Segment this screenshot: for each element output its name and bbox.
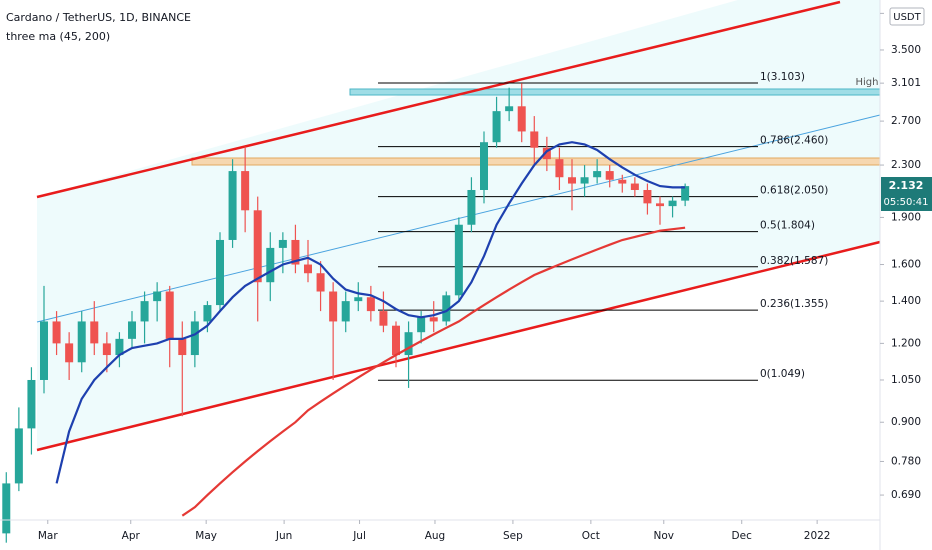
candle-body <box>253 210 262 283</box>
moving-average <box>55 141 686 484</box>
candle-body <box>14 428 23 484</box>
candle-body <box>480 142 488 190</box>
y-tick-label: 3.101 <box>891 77 921 89</box>
fib-label: 0.5(1.804) <box>760 220 815 232</box>
x-tick-label: Jun <box>275 530 292 542</box>
candle-body <box>165 291 174 339</box>
y-tick-label: 1.600 <box>891 259 921 271</box>
candle-body <box>517 106 526 132</box>
candle-body <box>140 301 149 322</box>
candle-body <box>102 343 111 356</box>
candle-body <box>241 171 250 211</box>
candle-body <box>379 311 388 326</box>
x-tick-label: Apr <box>122 530 141 542</box>
candle-body <box>618 179 627 184</box>
y-tick-label: 1.900 <box>891 211 921 223</box>
indicator: three ma (45, 200) <box>6 30 110 43</box>
candle-body <box>429 317 438 322</box>
candle-body <box>90 321 99 344</box>
candle-body <box>454 224 463 296</box>
x-tick-label: Nov <box>654 530 675 542</box>
x-tick-label: Mar <box>38 530 58 542</box>
x-tick-label: Oct <box>582 530 600 542</box>
price-tag <box>881 177 932 211</box>
candle-body <box>656 203 664 207</box>
candle-body <box>605 171 614 180</box>
x-tick-label: Jul <box>352 530 366 542</box>
y-tick-label: 1.400 <box>891 295 921 307</box>
title: Cardano / TetherUS, 1D, BINANCE <box>6 11 191 24</box>
y-tick-label: 3.500 <box>891 44 921 56</box>
y-tick-label: 1.050 <box>891 374 921 386</box>
upper-channel <box>36 0 841 199</box>
candle-body <box>216 239 224 306</box>
candle-body <box>593 171 602 178</box>
candle-body <box>52 321 61 344</box>
y-tick-label: 0.690 <box>891 489 921 501</box>
candle-body <box>542 147 551 160</box>
candle-body <box>442 295 451 322</box>
candle-body <box>291 239 300 265</box>
y-tick-label: 0.780 <box>891 455 921 467</box>
fib-label: 0.382(1.587) <box>760 255 828 267</box>
candle-body <box>492 111 501 143</box>
candle-body <box>366 297 375 312</box>
candle-body <box>115 338 124 356</box>
x-tick-label: Sep <box>503 530 523 542</box>
candle-body <box>555 159 564 178</box>
x-tick-label: May <box>195 530 217 542</box>
candle-body <box>153 291 162 302</box>
fib-label: 0.236(1.355) <box>760 298 828 310</box>
fib-label: 0(1.049) <box>760 368 805 380</box>
x-tick-label: Aug <box>425 530 446 542</box>
x-tick-label: Dec <box>732 530 753 542</box>
fib-label: 0.786(2.460) <box>760 135 828 147</box>
candle-body <box>417 317 426 333</box>
candle-body <box>568 177 576 184</box>
candle-body <box>278 239 287 248</box>
lower-channel <box>36 240 881 452</box>
candle-body <box>505 106 514 112</box>
y-tick-label: 0.900 <box>891 416 921 428</box>
candle-body <box>316 273 325 292</box>
high-label: High <box>856 77 879 88</box>
currency: USDT <box>893 12 921 23</box>
candle-body <box>630 183 639 190</box>
candle-body <box>128 321 136 339</box>
candle-body <box>77 321 86 363</box>
candle-body <box>668 200 677 207</box>
moving-average <box>181 226 686 517</box>
candle-body <box>203 305 212 322</box>
candle-body <box>681 186 690 201</box>
candle-body <box>341 301 350 322</box>
y-tick-label: 2.700 <box>891 115 921 127</box>
candle-body <box>190 321 199 356</box>
candle-body <box>304 264 312 274</box>
candle-body <box>65 343 74 363</box>
candle-body <box>27 379 36 429</box>
last-price: 2.132 <box>889 179 924 192</box>
candle-body <box>266 247 275 283</box>
x-tick-label: 2022 <box>804 530 831 542</box>
candle-body <box>40 321 48 380</box>
y-tick-label: 2.300 <box>891 159 921 171</box>
candle-body <box>178 338 187 356</box>
y-tick-label: 1.200 <box>891 337 921 349</box>
high-zone <box>349 88 881 96</box>
candle-body <box>643 189 652 204</box>
fib-label: 0.618(2.050) <box>760 185 828 197</box>
candle-body <box>404 332 413 356</box>
countdown: 05:50:41 <box>884 197 929 208</box>
candle-body <box>392 325 400 356</box>
candle-body <box>580 177 589 184</box>
candle-body <box>329 291 338 322</box>
currency-box[interactable] <box>889 7 925 26</box>
candle-body <box>530 131 539 148</box>
fib-label: 1(3.103) <box>760 71 805 83</box>
candle-body <box>2 483 11 534</box>
candle-body <box>467 189 476 225</box>
candle-body <box>228 171 237 240</box>
candle-body <box>354 297 363 302</box>
